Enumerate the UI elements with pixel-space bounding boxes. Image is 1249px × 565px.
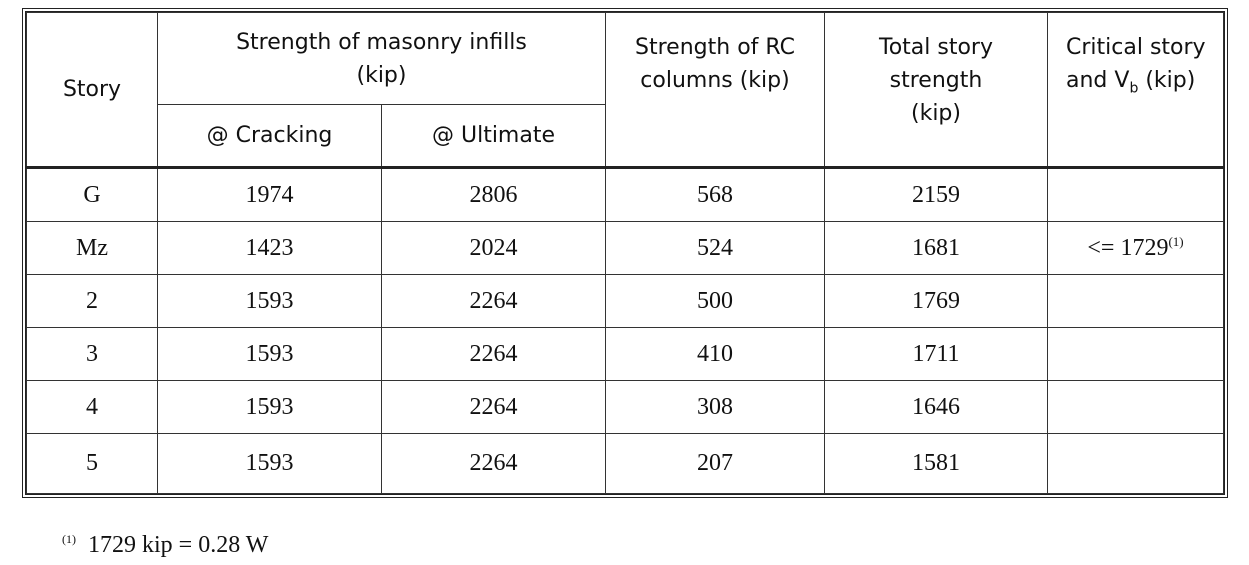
table-row: 3 1593 2264 410 1711 (26, 327, 1224, 381)
cell-text: <= 1729 (1087, 235, 1169, 261)
table-body: G 1974 2806 568 2159 Mz 1423 2024 524 1681 <= 1729… (26, 166, 1224, 494)
table-cell (1047, 327, 1224, 381)
footnote-text: 1729 kip = 0.28 W (88, 532, 269, 558)
table-cell: 2024 (381, 221, 606, 275)
header-cell: Critical story and Vb (kip) (1047, 12, 1224, 168)
table-cell: Mz (26, 221, 158, 275)
table-cell: 1974 (157, 166, 382, 222)
header-subscript: b (1129, 80, 1139, 97)
table: Story Strength of masonry infills (kip) … (26, 12, 1224, 494)
table-row: G 1974 2806 568 2159 (26, 166, 1224, 222)
header-cell: Strength of masonry infills (kip) (157, 12, 606, 105)
table-cell: 3 (26, 327, 158, 381)
table-cell: 2806 (381, 166, 606, 222)
table-row: 4 1593 2264 308 1646 (26, 380, 1224, 434)
footnote: (1) 1729 kip = 0.28 W (62, 532, 268, 559)
table-cell: 568 (605, 166, 825, 222)
header-cell: @ Ultimate (381, 104, 606, 168)
table-frame: Story Strength of masonry infills (kip) … (22, 8, 1228, 498)
table-row: 5 1593 2264 207 1581 (26, 433, 1224, 494)
header-text: (kip) (1145, 68, 1196, 93)
table-row: Mz 1423 2024 524 1681 <= 1729(1) (26, 221, 1224, 275)
table-cell: 2264 (381, 274, 606, 328)
table-cell: 1646 (824, 380, 1048, 434)
table-cell: 1423 (157, 221, 382, 275)
table-cell: 1593 (157, 433, 382, 494)
header-cell: Strength of RC columns (kip) (605, 12, 825, 168)
cell-note: (1) (1168, 234, 1184, 249)
table-cell: <= 1729(1) (1047, 221, 1224, 275)
table-cell (1047, 433, 1224, 494)
table-cell: 2264 (381, 433, 606, 494)
header-cell: @ Cracking (157, 104, 382, 168)
table-cell: 2 (26, 274, 158, 328)
table-cell: 207 (605, 433, 825, 494)
table-cell: 1593 (157, 380, 382, 434)
table-cell: 5 (26, 433, 158, 494)
footnote-marker: (1) (62, 532, 76, 546)
table-row: 2 1593 2264 500 1769 (26, 274, 1224, 328)
table-cell: 524 (605, 221, 825, 275)
table-cell: 2264 (381, 380, 606, 434)
table-cell: 410 (605, 327, 825, 381)
table-cell: 1681 (824, 221, 1048, 275)
table-cell (1047, 274, 1224, 328)
table-cell: 4 (26, 380, 158, 434)
table-cell: 1581 (824, 433, 1048, 494)
table-cell: 500 (605, 274, 825, 328)
table-cell: 1593 (157, 327, 382, 381)
table-cell: G (26, 166, 158, 222)
table-cell (1047, 166, 1224, 222)
table-cell: 2264 (381, 327, 606, 381)
table-cell: 1769 (824, 274, 1048, 328)
table-cell: 308 (605, 380, 825, 434)
header-text: Critical story and V (1066, 35, 1206, 93)
table-cell (1047, 380, 1224, 434)
table-cell: 1711 (824, 327, 1048, 381)
header-cell: Story (26, 12, 158, 168)
table-cell: 2159 (824, 166, 1048, 222)
header-cell: Total story strength (kip) (824, 12, 1048, 168)
table-cell: 1593 (157, 274, 382, 328)
table-header: Story Strength of masonry infills (kip) … (26, 12, 1224, 168)
